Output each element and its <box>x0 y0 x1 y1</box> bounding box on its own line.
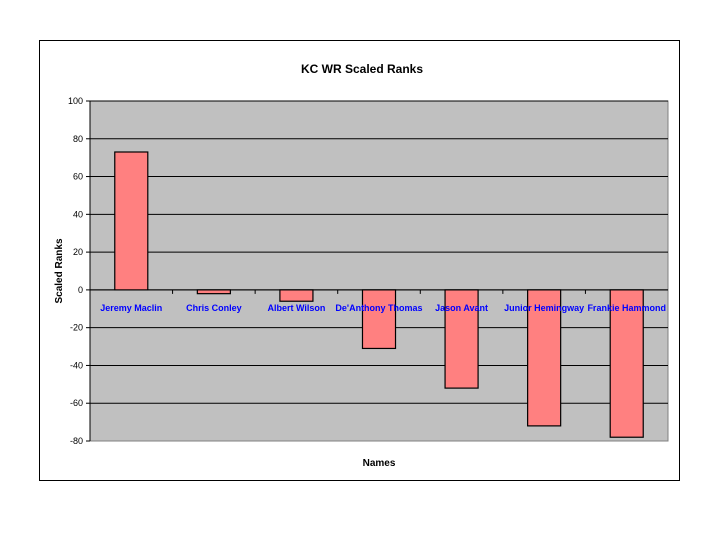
y-tick-labels: 100 80 60 40 20 0 -20 -40 -60 -80 <box>68 96 83 446</box>
y-tick-label: -80 <box>70 436 83 446</box>
y-tick-label: 20 <box>73 247 83 257</box>
category-label: Chris Conley <box>186 303 242 313</box>
y-tick-label: -40 <box>70 360 83 370</box>
plot-area <box>89 100 669 442</box>
y-tick-label: -20 <box>70 323 83 333</box>
bar <box>196 289 231 295</box>
y-axis-title: Scaled Ranks <box>54 238 65 303</box>
bars <box>114 151 644 438</box>
category-label: Jason Avant <box>435 303 488 313</box>
y-tick-label: -60 <box>70 398 83 408</box>
category-label: Frankie Hammond <box>587 303 666 313</box>
y-tick-label: 0 <box>78 285 83 295</box>
y-tick-label: 40 <box>73 209 83 219</box>
category-label: De'Anthony Thomas <box>335 303 422 313</box>
bar <box>361 289 397 350</box>
category-labels: Jeremy Maclin Chris Conley Albert Wilson De… <box>100 303 666 313</box>
y-tick-label: 80 <box>73 134 83 144</box>
bar <box>114 151 149 291</box>
chart-title: KC WR Scaled Ranks <box>301 62 423 76</box>
category-label: Junior Hemingway <box>504 303 584 313</box>
category-label: Jeremy Maclin <box>100 303 162 313</box>
bar <box>527 289 562 427</box>
category-label: Albert Wilson <box>267 303 325 313</box>
y-tick-label: 100 <box>68 96 83 106</box>
bar <box>609 289 644 438</box>
bar <box>279 289 314 302</box>
x-axis-title: Names <box>363 458 396 469</box>
y-tick-label: 60 <box>73 172 83 182</box>
bar <box>444 289 479 389</box>
